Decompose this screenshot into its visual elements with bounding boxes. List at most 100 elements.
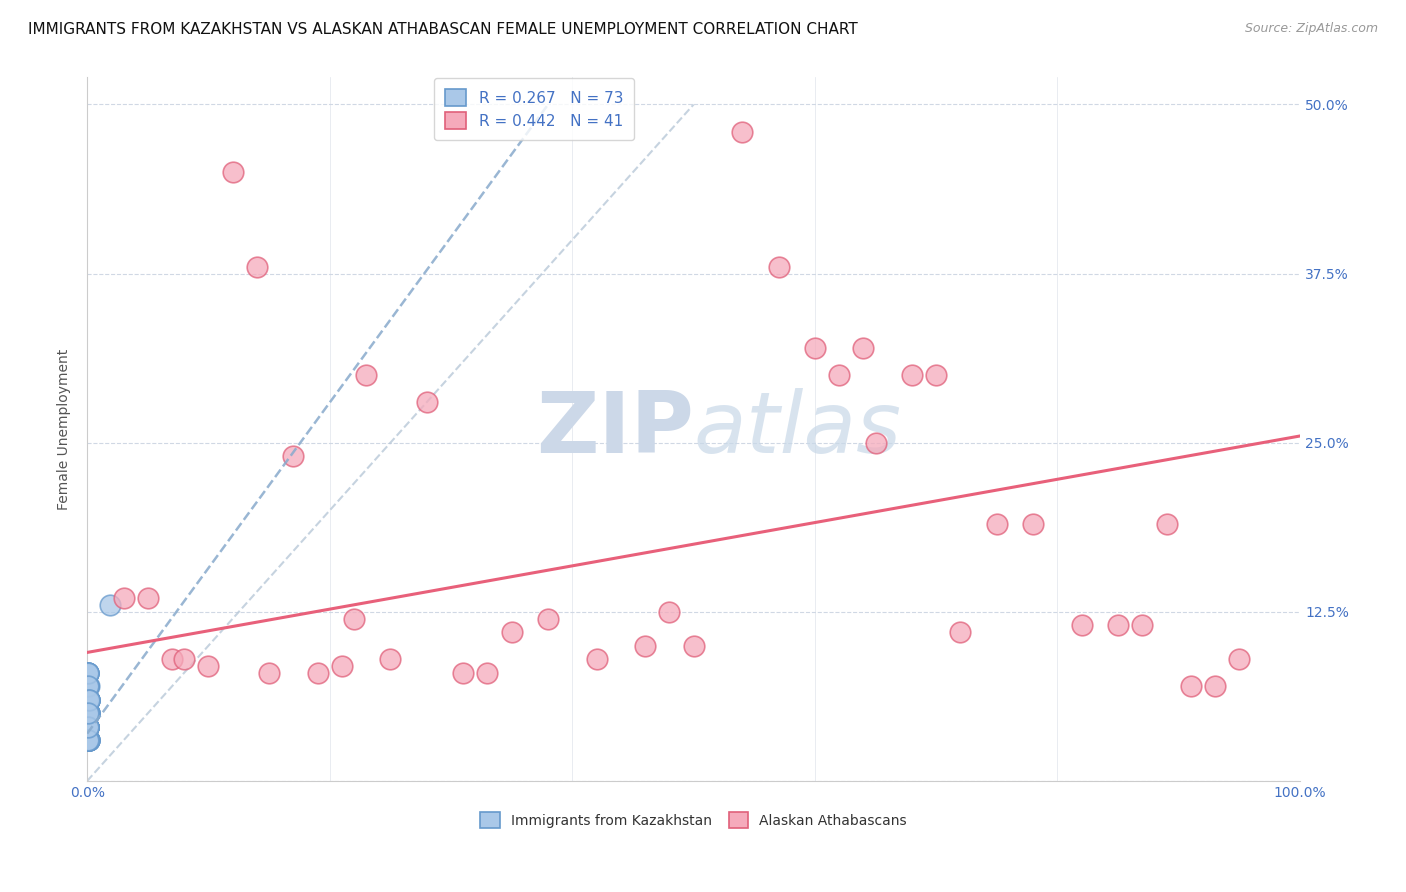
Point [1180, 679, 1202, 693]
Point [76, 679, 98, 693]
Point [477, 665, 499, 680]
Point [731, 124, 754, 138]
Point [197, 659, 219, 673]
Point [77, 733, 100, 747]
Point [77, 665, 100, 680]
Point [77, 693, 100, 707]
Point [768, 260, 790, 274]
Point [901, 368, 924, 382]
Point [77, 706, 100, 721]
Point [77, 693, 100, 707]
Point [77, 693, 100, 707]
Point [77, 733, 100, 747]
Point [77, 733, 100, 747]
Point [828, 368, 851, 382]
Point [77, 733, 100, 747]
Point [77, 706, 100, 721]
Point [77, 720, 100, 734]
Point [380, 652, 402, 666]
Point [76, 679, 98, 693]
Point [283, 450, 305, 464]
Point [77, 720, 100, 734]
Point [949, 625, 972, 640]
Point [77, 706, 100, 721]
Point [77, 706, 100, 721]
Point [1107, 618, 1129, 632]
Point [77, 693, 100, 707]
Point [77, 720, 100, 734]
Point [76, 693, 98, 707]
Point [77, 706, 100, 721]
Point [852, 341, 875, 355]
Point [136, 591, 159, 606]
Point [1132, 618, 1154, 632]
Point [77, 693, 100, 707]
Point [77, 733, 100, 747]
Point [658, 605, 681, 619]
Point [77, 693, 100, 707]
Point [76, 679, 98, 693]
Point [416, 395, 439, 409]
Point [76, 665, 98, 680]
Point [77, 720, 100, 734]
Point [77, 720, 100, 734]
Legend: Immigrants from Kazakhstan, Alaskan Athabascans: Immigrants from Kazakhstan, Alaskan Atha… [475, 806, 912, 834]
Point [986, 516, 1008, 531]
Point [537, 612, 560, 626]
Point [77, 706, 100, 721]
Point [160, 652, 183, 666]
Point [76, 733, 98, 747]
Point [77, 720, 100, 734]
Point [77, 733, 100, 747]
Point [77, 733, 100, 747]
Point [112, 591, 135, 606]
Point [77, 706, 100, 721]
Point [79, 733, 101, 747]
Point [77, 720, 100, 734]
Text: IMMIGRANTS FROM KAZAKHSTAN VS ALASKAN ATHABASCAN FEMALE UNEMPLOYMENT CORRELATION: IMMIGRANTS FROM KAZAKHSTAN VS ALASKAN AT… [28, 22, 858, 37]
Point [1156, 516, 1178, 531]
Point [77, 693, 100, 707]
Point [79, 733, 101, 747]
Point [77, 720, 100, 734]
Point [76, 665, 98, 680]
Point [634, 639, 657, 653]
Point [585, 652, 607, 666]
Point [77, 720, 100, 734]
Point [77, 706, 100, 721]
Point [682, 639, 704, 653]
Point [77, 693, 100, 707]
Point [77, 733, 100, 747]
Point [77, 720, 100, 734]
Point [77, 720, 100, 734]
Point [77, 706, 100, 721]
Point [1022, 516, 1045, 531]
Point [76, 733, 98, 747]
Point [77, 706, 100, 721]
Point [77, 720, 100, 734]
Point [77, 706, 100, 721]
Point [77, 733, 100, 747]
Point [77, 693, 100, 707]
Point [501, 625, 523, 640]
Point [865, 435, 887, 450]
Text: atlas: atlas [693, 388, 901, 471]
Point [77, 706, 100, 721]
Text: ZIP: ZIP [536, 388, 693, 471]
Point [79, 733, 101, 747]
Point [804, 341, 827, 355]
Point [77, 693, 100, 707]
Point [354, 368, 377, 382]
Point [77, 720, 100, 734]
Point [77, 706, 100, 721]
Point [1070, 618, 1092, 632]
Point [76, 665, 98, 680]
Point [77, 733, 100, 747]
Point [77, 693, 100, 707]
Point [307, 665, 329, 680]
Point [76, 665, 98, 680]
Point [451, 665, 474, 680]
Point [76, 679, 98, 693]
Point [925, 368, 948, 382]
Point [77, 706, 100, 721]
